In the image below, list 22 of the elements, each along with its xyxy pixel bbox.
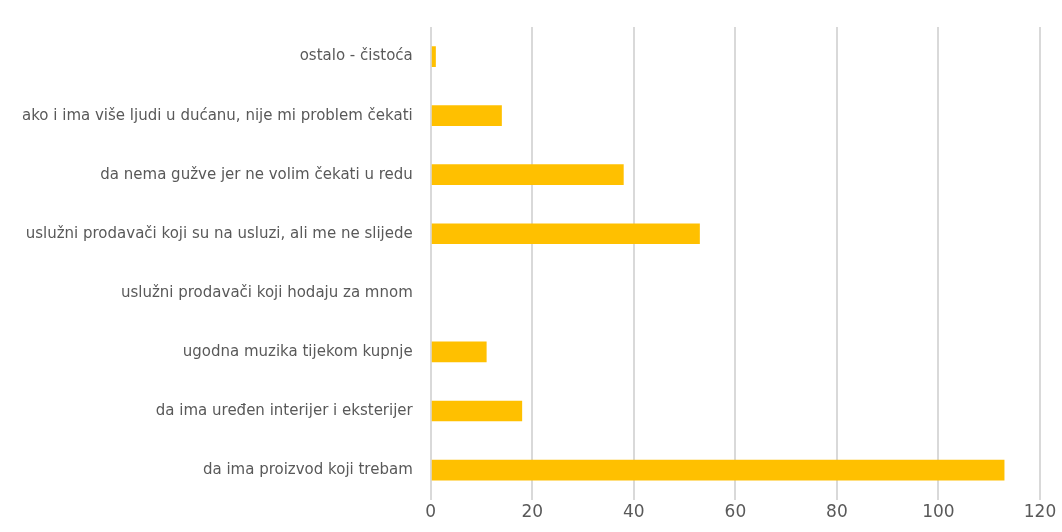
bar [431, 164, 624, 186]
y-tick-label: ugodna muzika tijekom kupnje [182, 341, 413, 360]
x-tick-label: 100 [922, 501, 955, 522]
y-tick-label: da ima uređen interijer i eksterijer [155, 400, 414, 419]
x-tick-label: 60 [724, 501, 747, 522]
bar [431, 459, 1005, 481]
y-tick-label: da ima proizvod koji trebam [202, 459, 413, 478]
bar [431, 223, 700, 245]
x-tick-label: 120 [1023, 501, 1057, 522]
y-tick-label: ostalo - čistoća [299, 46, 413, 65]
bar [431, 105, 502, 126]
y-tick-label: da nema gužve jer ne volim čekati u redu [100, 164, 413, 183]
y-tick-label: ako i ima više ljudi u dućanu, nije mi problem čekati [21, 105, 413, 124]
y-tick-label: uslužni prodavači koji hodaju za mnom [120, 282, 413, 301]
x-tick-label: 20 [521, 501, 544, 522]
y-tick-label: uslužni prodavači koji su na usluzi, ali me ne slijede [25, 223, 413, 242]
bar [431, 400, 523, 422]
x-tick-label: 80 [826, 501, 848, 522]
x-tick-label: 0 [425, 501, 437, 522]
x-tick-label: 40 [623, 501, 645, 522]
bar [431, 46, 436, 67]
bar [431, 341, 487, 363]
